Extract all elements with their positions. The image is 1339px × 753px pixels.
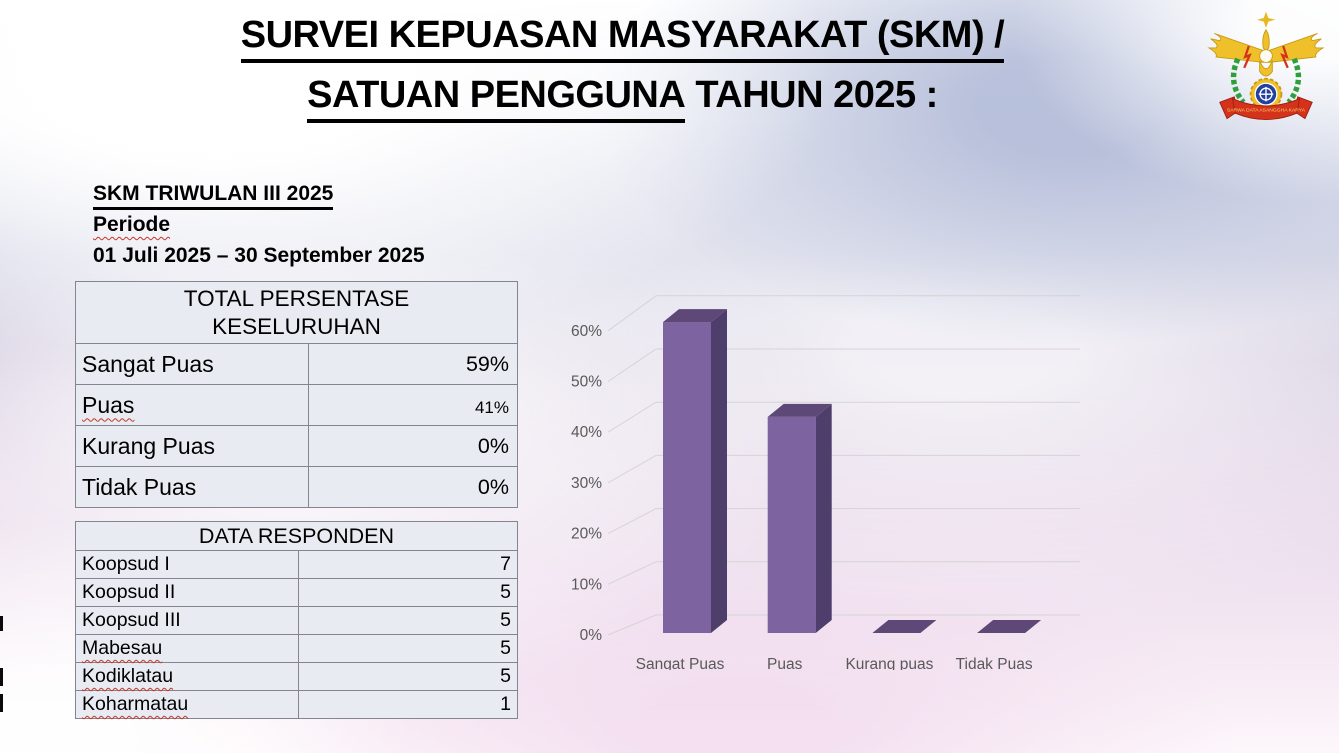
table-row: Koopsud I 7 (76, 550, 517, 578)
y-tick-label: 50% (571, 374, 602, 391)
row-value: 41% (474, 398, 509, 417)
laurel-wreath-icon (1230, 57, 1302, 105)
bar-sangat-puas (663, 309, 727, 633)
period-block: SKM TRIWULAN III 2025 Periode 01 Juli 20… (93, 182, 425, 275)
depth-tick (607, 401, 657, 433)
eagle-body-icon (1259, 60, 1273, 77)
depth-tick (607, 348, 657, 382)
airforce-emblem-logo: SARWA DATA ASANGGHA KARYA (1207, 11, 1325, 120)
table-row: Puas 41% (76, 384, 517, 425)
bar-chart: 0% 10% 20% 30% 40% 50% 60% Sangat Puas Puas Kuran… (540, 270, 1100, 673)
edge-artifact (0, 668, 3, 686)
table-row: Koopsud III 5 (76, 606, 517, 634)
row-value: 1 (500, 693, 511, 715)
table-row: Koopsud II 5 (76, 578, 517, 606)
responden-table-header: DATA RESPONDEN (198, 524, 395, 548)
row-label: Sangat Puas (82, 350, 214, 377)
row-label: Koopsud II (82, 581, 176, 603)
eagle-chest-disc (1259, 49, 1273, 63)
title-line-1: SURVEI KEPUASAN MASYARAKAT (SKM) / (150, 16, 1095, 63)
title-line2-underlined: SATUAN PENGGUNA (307, 76, 686, 123)
bar-kurang-puas (872, 620, 937, 633)
depth-tick (607, 508, 657, 535)
gear-cross (1258, 86, 1274, 102)
depth-tick (607, 561, 657, 585)
row-value: 5 (500, 581, 511, 603)
y-tick-label: 30% (571, 475, 602, 492)
table-row: Kodiklatau 5 (76, 662, 517, 690)
depth-tick (607, 295, 657, 332)
table-row: Tidak Puas 0% (76, 466, 517, 507)
page-title: SURVEI KEPUASAN MASYARAKAT (SKM) / SATUA… (150, 16, 1095, 136)
row-value: 5 (500, 637, 511, 659)
title-line1-underlined: SURVEI KEPUASAN MASYARAKAT (SKM) / (240, 16, 1005, 63)
row-value: 5 (500, 665, 511, 687)
row-label: Koopsud III (82, 609, 181, 631)
row-label: Mabesau (82, 637, 163, 659)
y-tick-label: 20% (571, 526, 602, 543)
eagle-head-icon (1262, 28, 1270, 53)
y-tick-label: 40% (571, 424, 602, 441)
star-icon (1256, 11, 1276, 28)
ribbon-banner-icon: SARWA DATA ASANGGHA KARYA (1219, 96, 1313, 120)
period-heading: SKM TRIWULAN III 2025 (93, 182, 334, 210)
lightning-bolts-icon (1243, 45, 1289, 69)
row-label: Kurang Puas (82, 432, 215, 459)
row-value: 0% (477, 433, 509, 458)
row-label: Koharmatau (82, 693, 189, 715)
x-category-label: Sangat Puas (636, 656, 725, 670)
y-tick-label: 60% (571, 323, 602, 340)
row-label: Puas (82, 391, 135, 418)
logo-motto: SARWA DATA ASANGGHA KARYA (1227, 107, 1306, 113)
row-value: 7 (500, 553, 511, 575)
title-line2-rest: TAHUN 2025 : (685, 74, 938, 116)
x-category-label: Tidak Puas (956, 656, 1033, 670)
table-row: Mabesau 5 (76, 634, 517, 662)
row-value: 59% (465, 351, 509, 376)
title-line-2: SATUAN PENGGUNA TAHUN 2025 : (150, 76, 1095, 123)
table-row: Kurang Puas 0% (76, 425, 517, 466)
x-category-label: Kurang puas (845, 656, 933, 670)
row-label: Tidak Puas (82, 473, 197, 500)
row-value: 5 (500, 609, 511, 631)
bar-puas (767, 403, 832, 633)
x-category-label: Puas (767, 656, 803, 670)
period-label: Periode (93, 213, 171, 236)
persentase-table-header: TOTAL PERSENTASE KESELURUHAN (183, 286, 410, 339)
edge-artifact (0, 694, 3, 712)
bar-tidak-puas (977, 620, 1042, 633)
row-label: Kodiklatau (82, 665, 174, 687)
row-value: 0% (477, 474, 509, 499)
period-range: 01 Juli 2025 – 30 September 2025 (93, 244, 425, 267)
edge-artifact (0, 616, 3, 631)
y-tick-label: 0% (580, 627, 603, 644)
bar-chart-canvas: 0% 10% 20% 30% 40% 50% 60% Sangat Puas Puas Kuran… (571, 295, 1080, 673)
depth-tick (607, 614, 657, 636)
depth-tick (607, 454, 657, 484)
row-label: Koopsud I (82, 553, 170, 575)
responden-table: DATA RESPONDEN Koopsud I 7 Koopsud II 5 … (75, 521, 518, 719)
persentase-table: TOTAL PERSENTASE KESELURUHAN Sangat Puas… (75, 281, 518, 508)
table-row: Koharmatau 1 (76, 690, 517, 718)
table-row: Sangat Puas 59% (76, 343, 517, 384)
y-tick-label: 10% (571, 576, 602, 593)
